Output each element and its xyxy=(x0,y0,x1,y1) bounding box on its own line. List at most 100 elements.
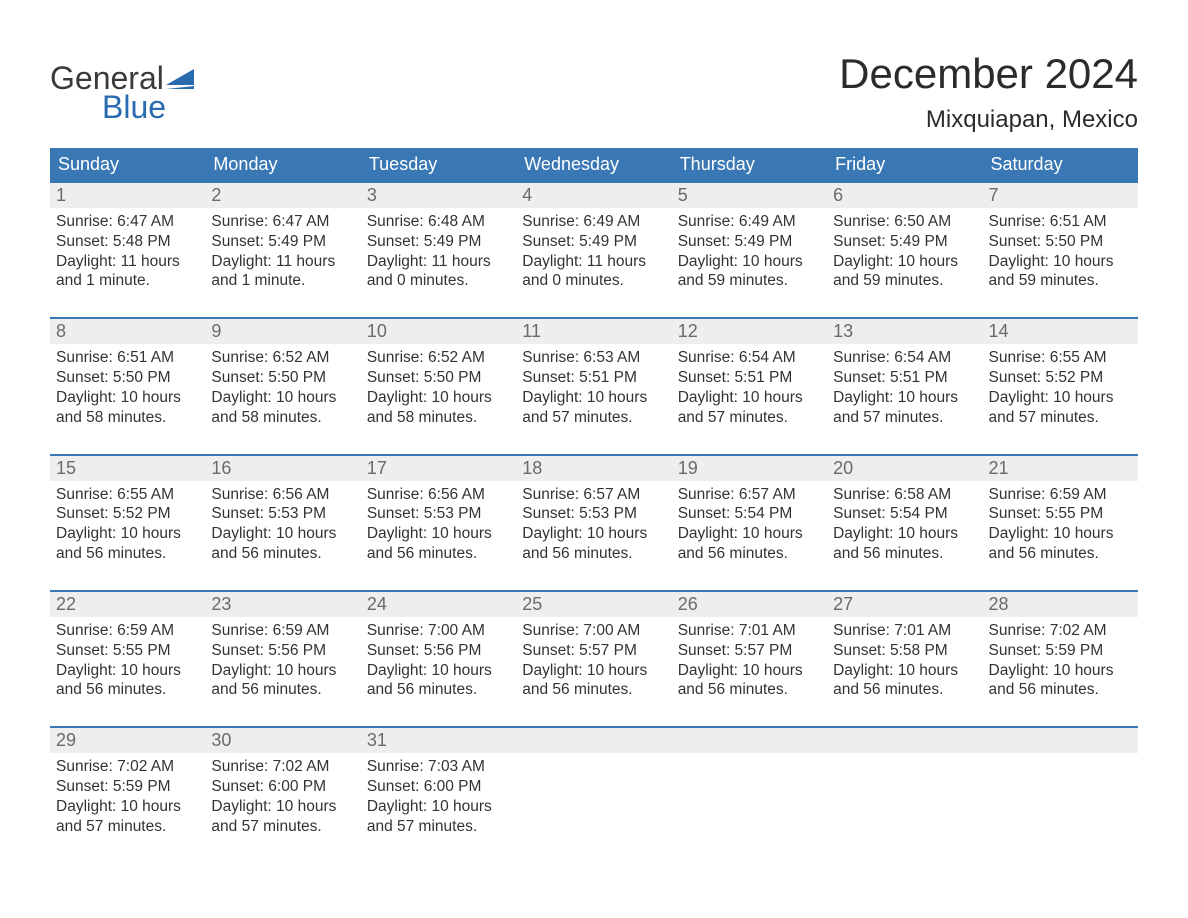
weekday-header: Sunday xyxy=(50,148,205,181)
day-number xyxy=(983,728,1138,753)
sunset-line: Sunset: 5:49 PM xyxy=(367,232,510,252)
day-details: Sunrise: 7:02 AMSunset: 5:59 PMDaylight:… xyxy=(983,617,1138,706)
day-cell: 3Sunrise: 6:48 AMSunset: 5:49 PMDaylight… xyxy=(361,183,516,297)
day-cell: 10Sunrise: 6:52 AMSunset: 5:50 PMDayligh… xyxy=(361,319,516,433)
day-cell: 21Sunrise: 6:59 AMSunset: 5:55 PMDayligh… xyxy=(983,456,1138,570)
sunrise-line: Sunrise: 6:53 AM xyxy=(522,348,665,368)
daylight-line: Daylight: 11 hours and 1 minute. xyxy=(56,252,199,292)
day-cell: 5Sunrise: 6:49 AMSunset: 5:49 PMDaylight… xyxy=(672,183,827,297)
sunset-line: Sunset: 5:55 PM xyxy=(56,641,199,661)
daylight-line: Daylight: 10 hours and 57 minutes. xyxy=(678,388,821,428)
daylight-line: Daylight: 10 hours and 59 minutes. xyxy=(989,252,1132,292)
day-cell: 14Sunrise: 6:55 AMSunset: 5:52 PMDayligh… xyxy=(983,319,1138,433)
daylight-line: Daylight: 10 hours and 56 minutes. xyxy=(56,524,199,564)
day-number: 23 xyxy=(205,592,360,617)
daylight-line: Daylight: 11 hours and 1 minute. xyxy=(211,252,354,292)
day-details: Sunrise: 7:00 AMSunset: 5:57 PMDaylight:… xyxy=(516,617,671,706)
weekday-header: Saturday xyxy=(983,148,1138,181)
day-details: Sunrise: 7:01 AMSunset: 5:58 PMDaylight:… xyxy=(827,617,982,706)
day-number: 9 xyxy=(205,319,360,344)
sunrise-line: Sunrise: 6:57 AM xyxy=(678,485,821,505)
weekday-header: Monday xyxy=(205,148,360,181)
daylight-line: Daylight: 10 hours and 57 minutes. xyxy=(522,388,665,428)
weekday-header-row: Sunday Monday Tuesday Wednesday Thursday… xyxy=(50,148,1138,181)
day-details: Sunrise: 6:59 AMSunset: 5:55 PMDaylight:… xyxy=(983,481,1138,570)
sunrise-line: Sunrise: 6:49 AM xyxy=(522,212,665,232)
day-details: Sunrise: 6:59 AMSunset: 5:55 PMDaylight:… xyxy=(50,617,205,706)
day-number: 18 xyxy=(516,456,671,481)
sunset-line: Sunset: 6:00 PM xyxy=(367,777,510,797)
sunset-line: Sunset: 5:48 PM xyxy=(56,232,199,252)
sunrise-line: Sunrise: 6:48 AM xyxy=(367,212,510,232)
sunrise-line: Sunrise: 6:59 AM xyxy=(211,621,354,641)
day-details: Sunrise: 7:00 AMSunset: 5:56 PMDaylight:… xyxy=(361,617,516,706)
sunset-line: Sunset: 5:50 PM xyxy=(56,368,199,388)
sunset-line: Sunset: 5:53 PM xyxy=(522,504,665,524)
day-details: Sunrise: 6:49 AMSunset: 5:49 PMDaylight:… xyxy=(516,208,671,297)
sunset-line: Sunset: 5:56 PM xyxy=(367,641,510,661)
sunrise-line: Sunrise: 6:56 AM xyxy=(211,485,354,505)
sunrise-line: Sunrise: 6:47 AM xyxy=(56,212,199,232)
daylight-line: Daylight: 10 hours and 56 minutes. xyxy=(678,661,821,701)
daylight-line: Daylight: 10 hours and 56 minutes. xyxy=(211,661,354,701)
day-cell: 2Sunrise: 6:47 AMSunset: 5:49 PMDaylight… xyxy=(205,183,360,297)
day-cell: 9Sunrise: 6:52 AMSunset: 5:50 PMDaylight… xyxy=(205,319,360,433)
day-number: 11 xyxy=(516,319,671,344)
day-number xyxy=(672,728,827,753)
sunset-line: Sunset: 5:54 PM xyxy=(678,504,821,524)
day-cell: 29Sunrise: 7:02 AMSunset: 5:59 PMDayligh… xyxy=(50,728,205,842)
calendar-page: General Blue December 2024 Mixquiapan, M… xyxy=(0,0,1188,873)
day-details: Sunrise: 6:56 AMSunset: 5:53 PMDaylight:… xyxy=(205,481,360,570)
week-row: 29Sunrise: 7:02 AMSunset: 5:59 PMDayligh… xyxy=(50,726,1138,842)
week-row: 22Sunrise: 6:59 AMSunset: 5:55 PMDayligh… xyxy=(50,590,1138,706)
day-number: 30 xyxy=(205,728,360,753)
sunrise-line: Sunrise: 6:58 AM xyxy=(833,485,976,505)
daylight-line: Daylight: 10 hours and 56 minutes. xyxy=(522,524,665,564)
day-details: Sunrise: 6:51 AMSunset: 5:50 PMDaylight:… xyxy=(983,208,1138,297)
sunset-line: Sunset: 5:59 PM xyxy=(989,641,1132,661)
day-number: 1 xyxy=(50,183,205,208)
day-number: 27 xyxy=(827,592,982,617)
day-details: Sunrise: 6:57 AMSunset: 5:53 PMDaylight:… xyxy=(516,481,671,570)
day-number: 6 xyxy=(827,183,982,208)
day-cell: 27Sunrise: 7:01 AMSunset: 5:58 PMDayligh… xyxy=(827,592,982,706)
daylight-line: Daylight: 10 hours and 56 minutes. xyxy=(211,524,354,564)
day-details: Sunrise: 6:59 AMSunset: 5:56 PMDaylight:… xyxy=(205,617,360,706)
sunrise-line: Sunrise: 6:50 AM xyxy=(833,212,976,232)
day-number: 21 xyxy=(983,456,1138,481)
daylight-line: Daylight: 10 hours and 56 minutes. xyxy=(367,661,510,701)
daylight-line: Daylight: 10 hours and 57 minutes. xyxy=(211,797,354,837)
day-details: Sunrise: 6:52 AMSunset: 5:50 PMDaylight:… xyxy=(361,344,516,433)
day-details: Sunrise: 7:01 AMSunset: 5:57 PMDaylight:… xyxy=(672,617,827,706)
day-details: Sunrise: 6:47 AMSunset: 5:48 PMDaylight:… xyxy=(50,208,205,297)
day-cell: 8Sunrise: 6:51 AMSunset: 5:50 PMDaylight… xyxy=(50,319,205,433)
week-row: 1Sunrise: 6:47 AMSunset: 5:48 PMDaylight… xyxy=(50,181,1138,297)
weekday-header: Wednesday xyxy=(516,148,671,181)
month-title: December 2024 xyxy=(839,50,1138,98)
daylight-line: Daylight: 10 hours and 57 minutes. xyxy=(56,797,199,837)
sunset-line: Sunset: 5:49 PM xyxy=(211,232,354,252)
location-label: Mixquiapan, Mexico xyxy=(839,106,1138,134)
day-cell: 30Sunrise: 7:02 AMSunset: 6:00 PMDayligh… xyxy=(205,728,360,842)
day-cell: 24Sunrise: 7:00 AMSunset: 5:56 PMDayligh… xyxy=(361,592,516,706)
day-cell: 7Sunrise: 6:51 AMSunset: 5:50 PMDaylight… xyxy=(983,183,1138,297)
sunrise-line: Sunrise: 7:00 AM xyxy=(367,621,510,641)
sunset-line: Sunset: 5:51 PM xyxy=(833,368,976,388)
weeks-container: 1Sunrise: 6:47 AMSunset: 5:48 PMDaylight… xyxy=(50,181,1138,843)
day-cell: 1Sunrise: 6:47 AMSunset: 5:48 PMDaylight… xyxy=(50,183,205,297)
day-number: 17 xyxy=(361,456,516,481)
sunrise-line: Sunrise: 6:59 AM xyxy=(989,485,1132,505)
day-number: 28 xyxy=(983,592,1138,617)
daylight-line: Daylight: 10 hours and 56 minutes. xyxy=(989,661,1132,701)
day-details: Sunrise: 6:56 AMSunset: 5:53 PMDaylight:… xyxy=(361,481,516,570)
day-details: Sunrise: 7:03 AMSunset: 6:00 PMDaylight:… xyxy=(361,753,516,842)
day-number: 10 xyxy=(361,319,516,344)
sunrise-line: Sunrise: 7:00 AM xyxy=(522,621,665,641)
day-number: 5 xyxy=(672,183,827,208)
sunrise-line: Sunrise: 6:47 AM xyxy=(211,212,354,232)
day-cell: 23Sunrise: 6:59 AMSunset: 5:56 PMDayligh… xyxy=(205,592,360,706)
logo: General Blue xyxy=(50,60,194,126)
sunrise-line: Sunrise: 6:59 AM xyxy=(56,621,199,641)
daylight-line: Daylight: 10 hours and 57 minutes. xyxy=(367,797,510,837)
sunrise-line: Sunrise: 7:02 AM xyxy=(56,757,199,777)
